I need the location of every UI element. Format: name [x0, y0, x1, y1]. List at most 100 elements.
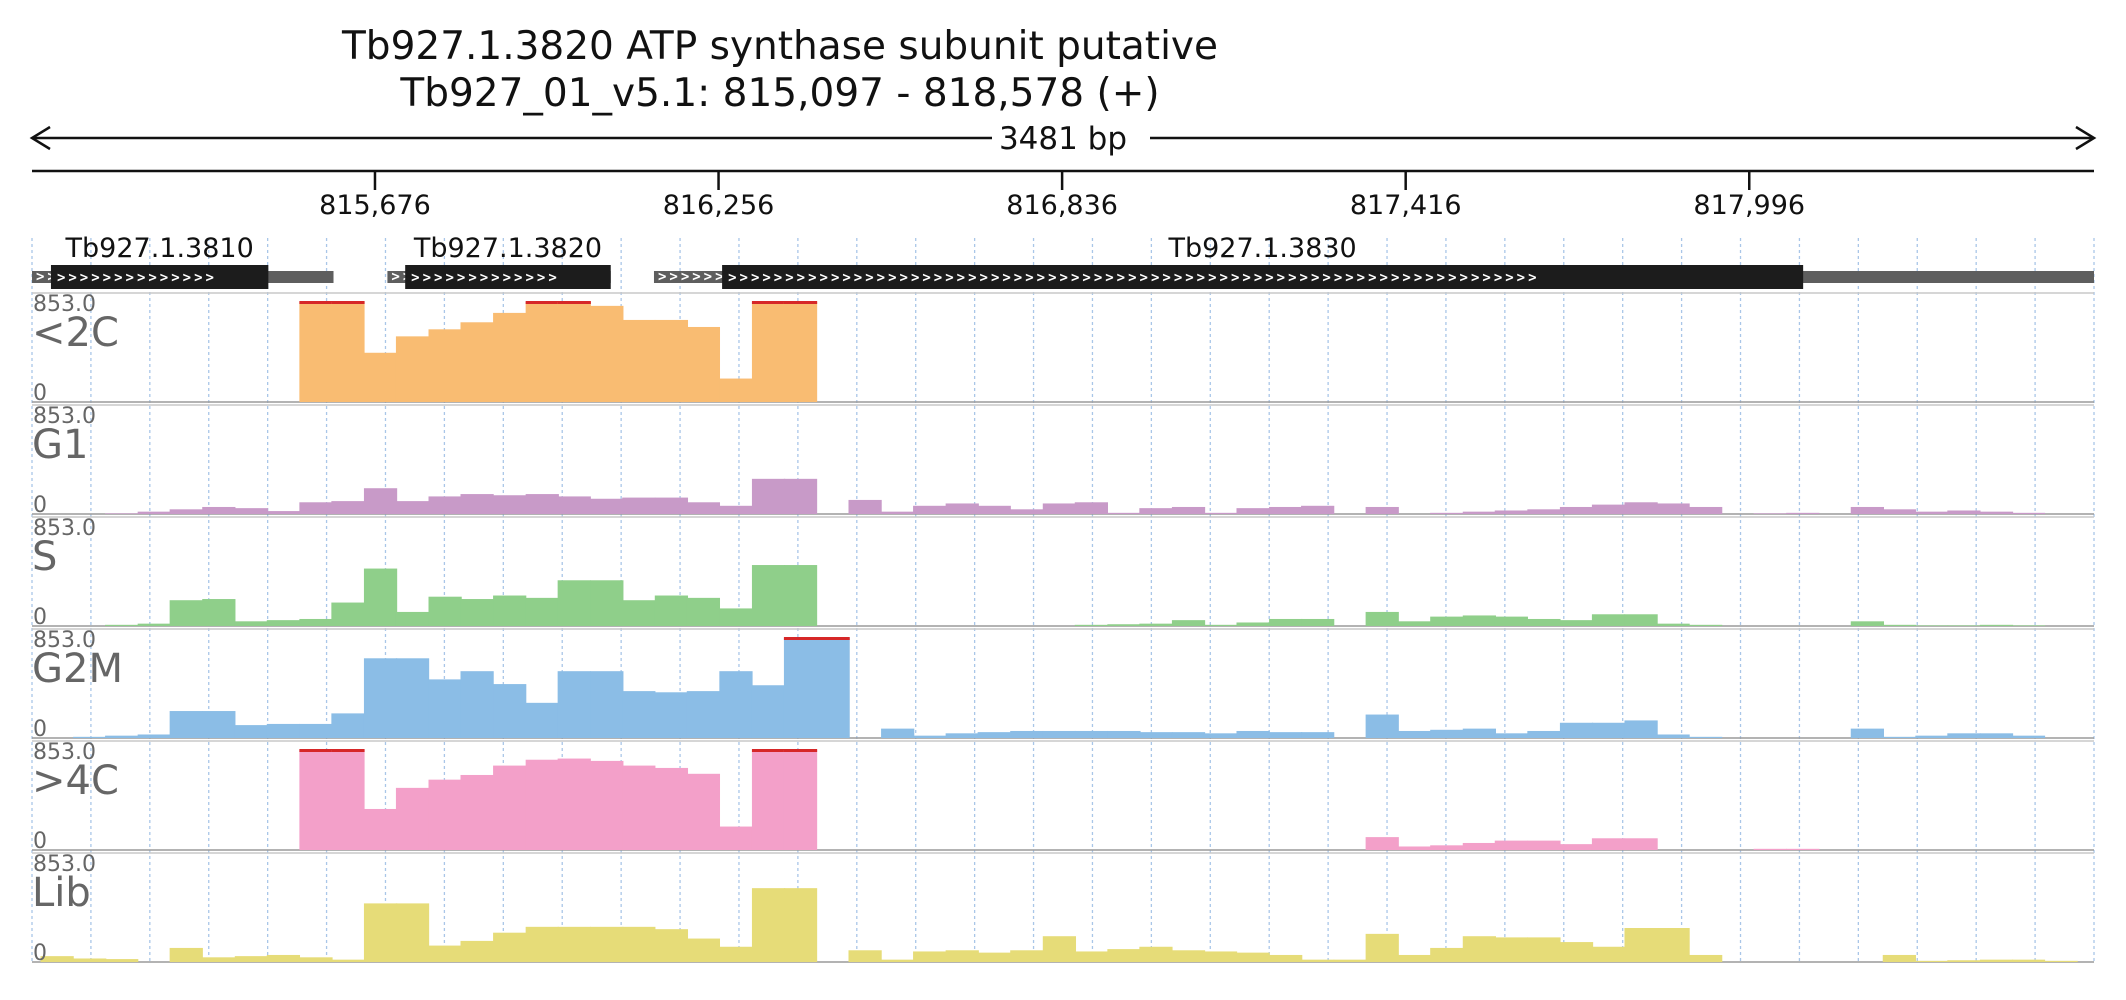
coverage-bar — [1042, 730, 1077, 738]
track-name-label: G1 — [32, 422, 88, 468]
coverage-bar — [1753, 848, 1787, 850]
coverage-bar — [1139, 508, 1173, 514]
coverage-bar — [1915, 735, 1949, 738]
coverage-bar — [2011, 625, 2046, 626]
coverage-bar — [1269, 732, 1303, 738]
coverage-bar — [363, 903, 398, 962]
coverage-bar — [105, 959, 139, 962]
coverage-bar — [686, 691, 721, 738]
coverage-bar — [1689, 624, 1723, 626]
coverage-bar — [202, 711, 236, 738]
coverage-bar — [783, 638, 818, 738]
coverage-bar — [1074, 502, 1109, 514]
coverage-bar — [1527, 618, 1561, 626]
coverage-bar — [1010, 730, 1044, 738]
coverage-bar — [751, 888, 786, 962]
coverage-bar — [1591, 614, 1626, 626]
coverage-bar — [105, 624, 139, 626]
coverage-bar — [395, 658, 430, 738]
coverage-bar — [1786, 512, 1820, 514]
coverage-bar — [493, 595, 527, 626]
coverage-bar — [783, 565, 818, 626]
coverage-bar — [1462, 936, 1496, 962]
coverage-bar — [1203, 951, 1238, 962]
coverage-bar — [945, 503, 979, 514]
coverage-bar — [1365, 837, 1399, 850]
coverage-bar — [395, 611, 430, 626]
coverage-bar — [2011, 959, 2046, 962]
clip-marker — [751, 301, 786, 304]
coverage-bar — [1559, 620, 1594, 626]
coverage-bar — [977, 505, 1011, 514]
coverage-bar — [1398, 730, 1432, 738]
coverage-bar — [493, 932, 527, 962]
coverage-bar — [137, 623, 171, 626]
coverage-bar — [719, 505, 753, 514]
coverage-bar — [1203, 512, 1238, 514]
coverage-bar — [428, 596, 462, 626]
coverage-bar — [1753, 513, 1787, 514]
coverage-bar — [1656, 623, 1690, 626]
coverage-bar — [654, 319, 689, 402]
coverage-bar — [137, 511, 171, 514]
coordinate-ticks: 815,676 816,256 816,836 817,416 817,996 — [319, 171, 1805, 221]
coverage-bar — [331, 602, 365, 626]
gene-cds-bar — [722, 265, 1804, 289]
coverage-bar — [460, 322, 494, 402]
coverage-bar — [654, 929, 689, 962]
track-zero-label: 0 — [33, 717, 47, 742]
coverage-bar — [1139, 623, 1173, 626]
coverage-bar — [1365, 714, 1399, 738]
coverage-bar — [1979, 511, 2014, 514]
coverage-bar — [525, 494, 559, 514]
coverage-bar — [751, 302, 786, 402]
coverage-bar — [848, 499, 882, 514]
coverage-bar — [493, 684, 527, 738]
coverage-bar — [1365, 506, 1399, 514]
coverage-bar — [73, 736, 107, 738]
coordinate-tick-label: 816,256 — [663, 190, 775, 221]
coverage-bar — [428, 329, 462, 402]
coverage-bar — [428, 496, 462, 514]
coverage-bar — [395, 336, 430, 402]
coverage-bar — [1624, 614, 1658, 626]
coverage-bar — [557, 302, 591, 402]
coverage-bar — [1107, 949, 1141, 962]
coverage-bar — [266, 511, 301, 514]
coverage-bar — [2044, 960, 2078, 962]
clip-marker — [299, 749, 333, 752]
track-zero-label: 0 — [33, 493, 47, 518]
track-name-label: G2M — [32, 646, 123, 692]
coverage-bar — [266, 954, 301, 962]
coverage-bar — [428, 945, 462, 962]
clip-marker — [557, 301, 591, 304]
coverage-bar — [1527, 509, 1561, 514]
coverage-bar — [363, 488, 398, 514]
coverage-bar — [460, 599, 494, 626]
clip-marker — [331, 301, 365, 304]
gene-cds-bar — [405, 265, 611, 289]
coverage-bar — [590, 760, 624, 850]
coverage-bar — [202, 599, 236, 626]
coverage-bar — [1139, 946, 1173, 962]
coverage-bar — [1689, 954, 1723, 962]
coverage-bar — [1494, 510, 1528, 514]
coverage-bar — [1494, 840, 1528, 850]
coverage-bar — [1010, 950, 1044, 962]
coverage-bar — [1042, 936, 1077, 962]
gene-title: Tb927.1.3820 ATP synthase subunit putati… — [341, 24, 1218, 69]
coverage-bar — [460, 774, 494, 850]
coverage-bar — [1269, 506, 1303, 514]
coverage-bar — [331, 959, 365, 962]
coverage-bar — [202, 957, 236, 962]
coverage-bar — [1074, 730, 1109, 738]
coverage-bar — [1462, 511, 1496, 514]
coverage-bar — [848, 950, 882, 962]
coverage-bar — [1203, 733, 1238, 738]
track-max-label: 853.0 — [33, 292, 96, 317]
coverage-bar — [1591, 722, 1626, 738]
coverage-bar — [977, 952, 1011, 962]
coverage-bar — [428, 779, 462, 850]
coverage-bar — [622, 497, 656, 514]
coverage-bar — [945, 733, 979, 738]
